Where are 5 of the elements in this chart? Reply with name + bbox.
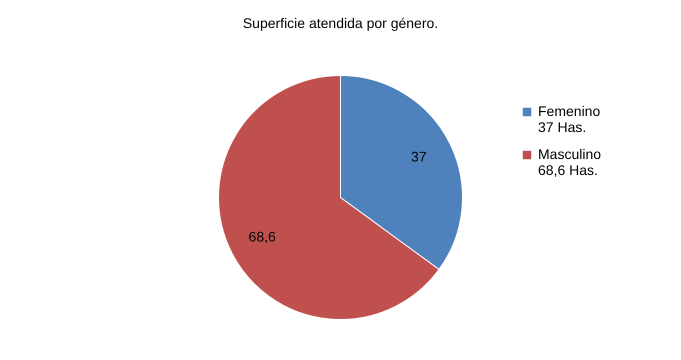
data-label: 68,6 — [248, 228, 276, 244]
legend-label: Femenino 37 Has. — [538, 103, 600, 135]
chart-title: Superficie atendida por género. — [242, 15, 438, 31]
legend-label: Masculino 68,6 Has. — [538, 146, 602, 178]
data-label: 37 — [411, 148, 427, 165]
